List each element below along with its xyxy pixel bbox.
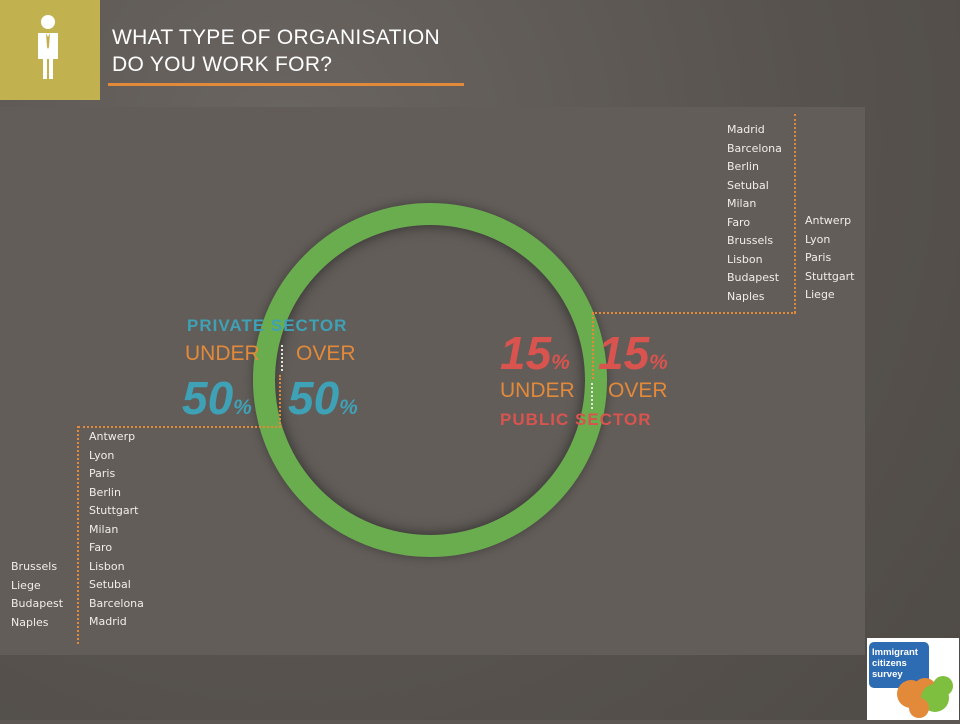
businessman-icon	[38, 15, 58, 79]
public-step-line-horizontal	[592, 312, 796, 314]
private-over-label: OVER	[296, 342, 356, 365]
city-item: Lisbon	[89, 559, 125, 573]
logo-text-line2: citizens	[872, 658, 907, 669]
city-item: Madrid	[727, 123, 765, 136]
logo-text-line3: survey	[872, 669, 903, 680]
logo-text-line1: Immigrant	[872, 647, 919, 658]
city-item: Faro	[89, 541, 113, 554]
private-under-value: 50%	[182, 372, 252, 424]
city-item: Antwerp	[805, 214, 852, 227]
city-item: Lyon	[89, 448, 115, 462]
city-item: Barcelona	[727, 141, 782, 155]
title-line-2: DO YOU WORK FOR?	[112, 53, 333, 76]
city-item: Paris	[89, 467, 116, 480]
city-item: Stuttgart	[805, 269, 855, 283]
public-over-value: 15%	[598, 327, 668, 379]
city-item: Antwerp	[89, 430, 136, 443]
city-item: Lisbon	[727, 252, 763, 266]
city-item: Lyon	[805, 232, 831, 246]
city-item: Naples	[11, 615, 49, 629]
title-line-1: WHAT TYPE OF ORGANISATION	[112, 26, 440, 49]
city-item: Berlin	[727, 160, 759, 173]
private-over-value: 50%	[288, 372, 358, 424]
public-under-city-list: Madrid Barcelona Berlin Setubal Milan Faro Bru…	[727, 121, 782, 306]
city-item: Budapest	[727, 271, 780, 284]
private-over-city-list: Brussels Liege Budapest Naples	[11, 558, 63, 632]
city-item: Liege	[805, 288, 835, 301]
private-under-label: UNDER	[185, 342, 260, 365]
public-label-divider	[591, 383, 593, 409]
city-item: Stuttgart	[89, 504, 139, 517]
private-step-line-upper	[279, 375, 281, 427]
title-underline	[108, 83, 464, 86]
city-item: Brussels	[11, 560, 58, 573]
city-item: Barcelona	[89, 596, 144, 610]
private-label-divider	[281, 345, 283, 371]
public-sector-label: PUBLIC SECTOR	[500, 410, 652, 429]
city-item: Milan	[89, 522, 119, 536]
city-item: Naples	[727, 289, 765, 303]
immigrant-citizens-survey-logo: Immigrant citizens survey	[867, 638, 959, 720]
city-item: Brussels	[727, 234, 774, 247]
public-over-label: OVER	[608, 379, 668, 402]
city-item: Liege	[11, 578, 41, 592]
public-under-label: UNDER	[500, 379, 575, 402]
public-under-value: 15%	[500, 327, 570, 379]
city-item: Berlin	[89, 485, 121, 499]
city-item: Milan	[727, 197, 757, 210]
city-item: Setubal	[727, 178, 769, 192]
page-title: WHAT TYPE OF ORGANISATION DO YOU WORK FO…	[112, 24, 440, 78]
private-step-line-horizontal	[78, 426, 281, 428]
city-item: Madrid	[89, 615, 127, 628]
public-step-line-lower	[592, 313, 594, 379]
city-item: Paris	[805, 251, 832, 264]
city-item: Faro	[727, 215, 751, 229]
public-step-line-upper	[794, 114, 796, 313]
header-icon-box	[0, 0, 100, 100]
private-under-city-list: Antwerp Lyon Paris Berlin Stuttgart Milan Faro…	[89, 428, 144, 632]
city-item: Budapest	[11, 597, 64, 610]
logo-graphic: Immigrant citizens survey	[869, 642, 953, 718]
private-step-line-lower	[77, 426, 79, 644]
private-sector-label: PRIVATE SECTOR	[187, 316, 348, 335]
public-over-city-list: Antwerp Lyon Paris Stuttgart Liege	[805, 212, 854, 305]
city-item: Setubal	[89, 578, 131, 591]
